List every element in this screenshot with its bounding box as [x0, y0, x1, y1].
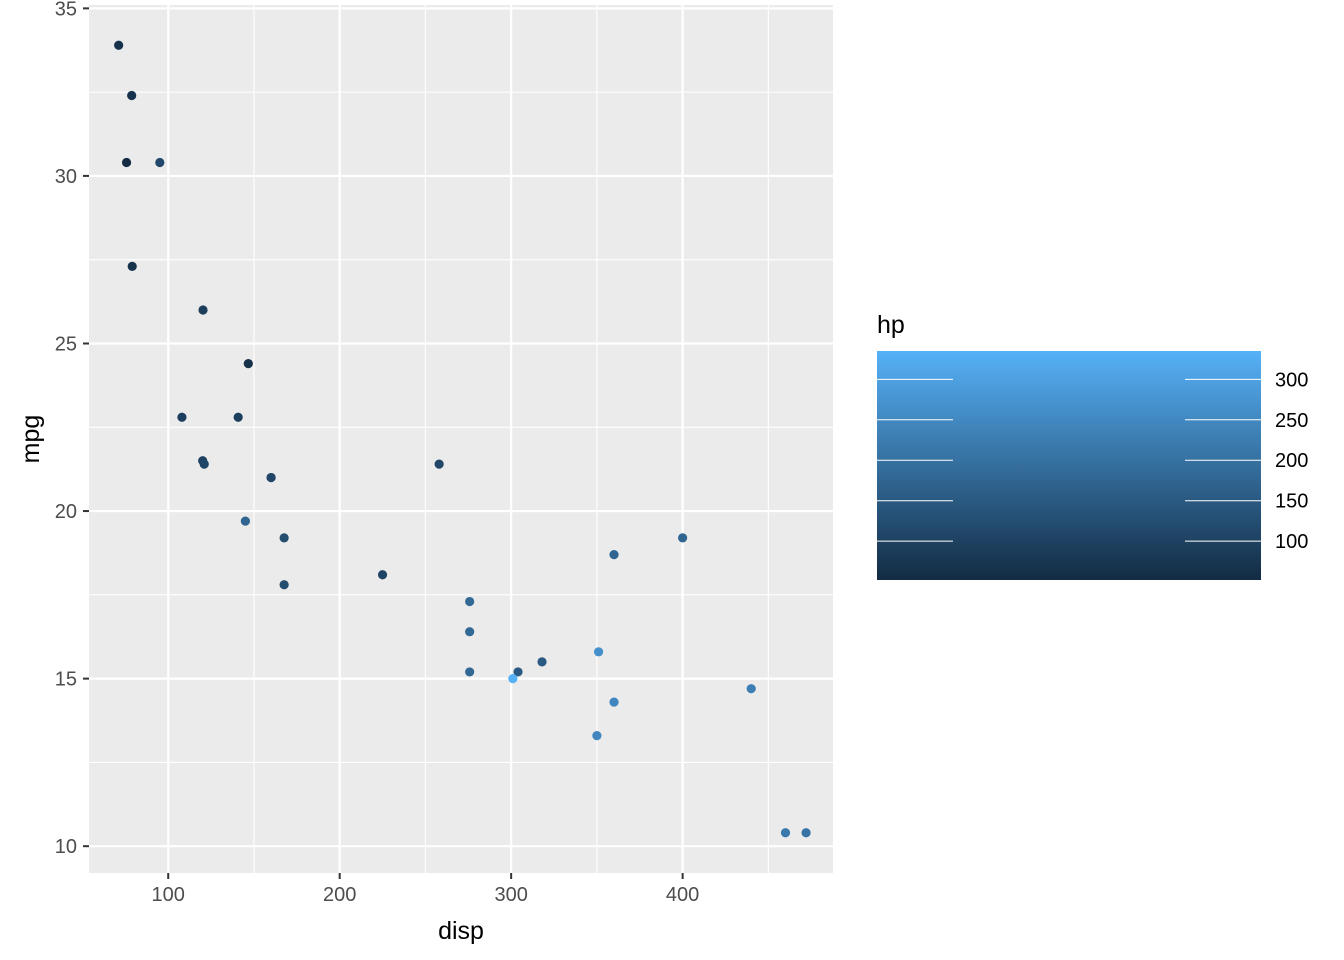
data-point [508, 674, 518, 684]
plot-panel [89, 5, 833, 873]
y-tick-label: 30 [55, 166, 77, 188]
data-point [801, 828, 811, 838]
data-point [465, 596, 475, 607]
data-point [199, 459, 209, 469]
colorbar-legend: hp 100 150 200 250 300 [877, 311, 1308, 580]
x-axis: 100 200 300 400 [152, 873, 699, 906]
data-points [114, 40, 811, 838]
grid-minor [89, 5, 833, 873]
data-point [465, 667, 475, 677]
legend-title: hp [877, 311, 905, 339]
colorbar-label: 200 [1275, 450, 1308, 472]
y-axis: 10 15 20 25 30 35 [55, 0, 89, 858]
x-tick-label: 400 [666, 884, 699, 906]
colorbar-ticks: 100 150 200 250 300 [877, 369, 1308, 553]
colorbar-label: 100 [1275, 531, 1308, 553]
data-point [279, 580, 289, 590]
data-point [155, 157, 165, 168]
data-point [233, 412, 243, 422]
y-tick-label: 15 [55, 669, 77, 691]
data-point [279, 533, 289, 543]
y-tick-label: 35 [55, 0, 77, 20]
colorbar-label: 300 [1275, 369, 1308, 391]
data-point [609, 550, 619, 560]
y-axis-title: mpg [17, 415, 45, 464]
x-tick-label: 100 [152, 884, 185, 906]
data-point [434, 459, 444, 469]
data-point [127, 261, 137, 272]
data-point [609, 697, 619, 707]
data-point [198, 305, 208, 315]
data-point [177, 412, 187, 422]
y-tick-label: 25 [55, 333, 77, 355]
data-point [537, 657, 547, 667]
grid-major [89, 5, 833, 873]
colorbar [877, 351, 1261, 580]
x-tick-label: 300 [494, 884, 527, 906]
x-axis-title: disp [438, 917, 484, 945]
data-point [678, 533, 688, 543]
x-tick-label: 200 [323, 884, 356, 906]
data-point [465, 627, 475, 637]
data-point [746, 684, 756, 694]
data-point [377, 570, 388, 580]
data-point [780, 828, 791, 838]
y-tick-label: 10 [55, 836, 77, 858]
data-point [594, 647, 604, 657]
data-point [121, 157, 132, 168]
data-point [243, 358, 253, 369]
data-point [240, 516, 250, 526]
data-point [266, 472, 276, 483]
colorbar-label: 250 [1275, 410, 1308, 432]
y-tick-label: 20 [55, 501, 77, 523]
data-point [513, 667, 523, 677]
data-point [592, 730, 602, 741]
colorbar-label: 150 [1275, 491, 1308, 513]
data-point [114, 40, 124, 50]
data-point [127, 90, 137, 101]
